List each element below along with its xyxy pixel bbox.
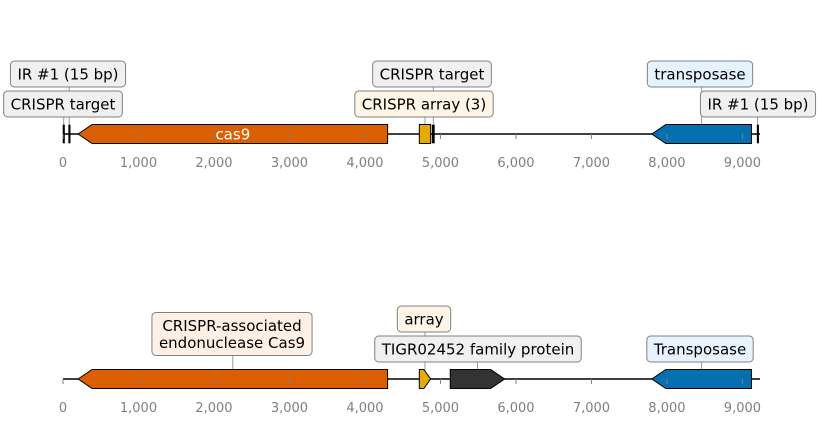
track-simplified-annotation: CRISPR-associated endonuclease Cas9 array T… <box>59 305 761 416</box>
site-marker <box>68 124 71 144</box>
annotation-label: CRISPR-associated endonuclease Cas9 <box>159 317 305 352</box>
gene-arrow <box>77 369 389 389</box>
axis-tick-label: 0 <box>59 156 67 171</box>
gene-arrow <box>650 369 752 389</box>
axis-tick-label: 6,000 <box>497 156 534 171</box>
axis-tick-label: 4,000 <box>346 156 383 171</box>
axis-tick-label: 1,000 <box>120 156 157 171</box>
annotation-label: IR #1 (15 bp) <box>17 66 118 84</box>
axis-tick-label: 6,000 <box>497 401 534 416</box>
axis-tick-label: 4,000 <box>346 401 383 416</box>
axis-tick-label: 9,000 <box>724 401 761 416</box>
axis-tick-label: 0 <box>59 401 67 416</box>
axis-tick-label: 9,000 <box>724 156 761 171</box>
annotation-box <box>699 90 817 118</box>
annotation-label: transposase <box>654 66 745 84</box>
axis-tick-label: 7,000 <box>573 401 610 416</box>
gene-inner-label: cas9 <box>215 126 250 144</box>
feature-box <box>418 124 432 144</box>
annotation-box <box>151 312 313 356</box>
annotation-box <box>372 60 492 88</box>
gene-arrow <box>449 369 506 389</box>
annotation-label: array <box>404 311 443 329</box>
annotation-box <box>3 90 123 118</box>
track-full-annotation: cas9 IR #1 (15 bp) CRISPR target CRISPR tar… <box>3 60 817 171</box>
annotation-box <box>646 335 754 363</box>
annotation-label: CRISPR array (3) <box>362 96 486 114</box>
annotation-label: CRISPR target <box>11 96 116 114</box>
axis-tick-label: 2,000 <box>195 156 232 171</box>
axis-tick-label: 1,000 <box>120 401 157 416</box>
annotation-box <box>9 60 127 88</box>
axis-tick-label: 5,000 <box>422 401 459 416</box>
axis-tick-label: 5,000 <box>422 156 459 171</box>
axis-tick-label: 8,000 <box>648 156 685 171</box>
annotation-label: CRISPR target <box>380 66 485 84</box>
axis-tick-label: 2,000 <box>195 401 232 416</box>
annotation-box <box>396 305 452 333</box>
annotation-label: IR #1 (15 bp) <box>707 96 808 114</box>
axis-tick-label: 7,000 <box>573 156 610 171</box>
axis-tick-label: 3,000 <box>271 156 308 171</box>
gene-arrow <box>418 369 432 389</box>
site-marker <box>431 124 435 144</box>
gene-arrow <box>650 124 752 144</box>
axis-tick-label: 8,000 <box>648 401 685 416</box>
annotation-box <box>646 60 754 88</box>
gene-arrow <box>77 124 389 144</box>
annotation-label: TIGR02452 family protein <box>381 341 575 359</box>
site-marker <box>756 124 759 144</box>
annotation-label: Transposase <box>653 341 746 359</box>
axis-tick-label: 3,000 <box>271 401 308 416</box>
annotation-box <box>374 335 582 363</box>
annotation-box <box>354 90 494 118</box>
